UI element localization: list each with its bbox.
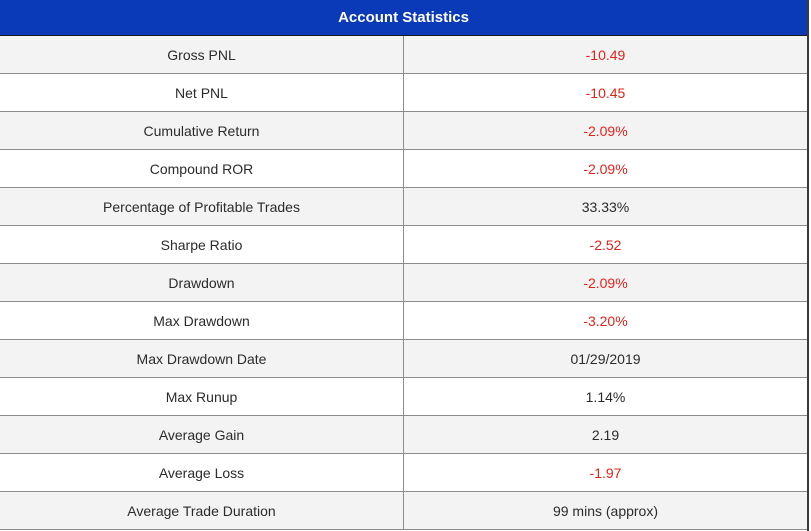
table-row: Net PNL -10.45	[0, 74, 807, 112]
stat-label: Percentage of Profitable Trades	[0, 188, 404, 225]
stat-value: -2.09%	[583, 274, 628, 291]
panel-title: Account Statistics	[0, 0, 807, 36]
stat-label: Average Gain	[0, 416, 404, 453]
stat-value: 2.19	[591, 426, 620, 443]
stat-label: Average Loss	[0, 454, 404, 491]
table-row: Max Runup 1.14%	[0, 378, 807, 416]
stat-value: -2.09%	[583, 122, 628, 139]
stat-value: -3.20%	[583, 312, 628, 329]
stat-value: -2.52	[589, 236, 622, 253]
stat-label: Max Runup	[0, 378, 404, 415]
stat-value: -10.45	[585, 84, 626, 101]
table-row: Cumulative Return -2.09%	[0, 112, 807, 150]
table-row: Max Drawdown -3.20%	[0, 302, 807, 340]
table-row: Sharpe Ratio -2.52	[0, 226, 807, 264]
statistics-table: Gross PNL -10.49 Net PNL -10.45 Cumulative R…	[0, 36, 807, 530]
stat-label: Compound ROR	[0, 150, 404, 187]
stat-label: Sharpe Ratio	[0, 226, 404, 263]
stat-value: -1.97	[589, 464, 622, 481]
stat-label: Gross PNL	[0, 36, 404, 73]
stat-value: 1.14%	[585, 388, 626, 405]
stat-value: -2.09%	[583, 160, 628, 177]
table-row: Average Loss -1.97	[0, 454, 807, 492]
stat-label: Drawdown	[0, 264, 404, 301]
stat-label: Max Drawdown Date	[0, 340, 404, 377]
table-row: Max Drawdown Date 01/29/2019	[0, 340, 807, 378]
stat-value: -10.49	[585, 46, 626, 63]
table-row: Average Gain 2.19	[0, 416, 807, 454]
stat-label: Max Drawdown	[0, 302, 404, 339]
stat-label: Cumulative Return	[0, 112, 404, 149]
stat-label: Net PNL	[0, 74, 404, 111]
stat-label: Average Trade Duration	[0, 492, 404, 529]
table-row: Gross PNL -10.49	[0, 36, 807, 74]
stat-value: 33.33%	[581, 198, 630, 215]
table-row: Average Trade Duration 99 mins (approx)	[0, 492, 807, 530]
table-row: Drawdown -2.09%	[0, 264, 807, 302]
table-row: Compound ROR -2.09%	[0, 150, 807, 188]
stat-value: 99 mins (approx)	[552, 502, 659, 519]
table-row: Percentage of Profitable Trades 33.33%	[0, 188, 807, 226]
stat-value: 01/29/2019	[570, 350, 641, 367]
